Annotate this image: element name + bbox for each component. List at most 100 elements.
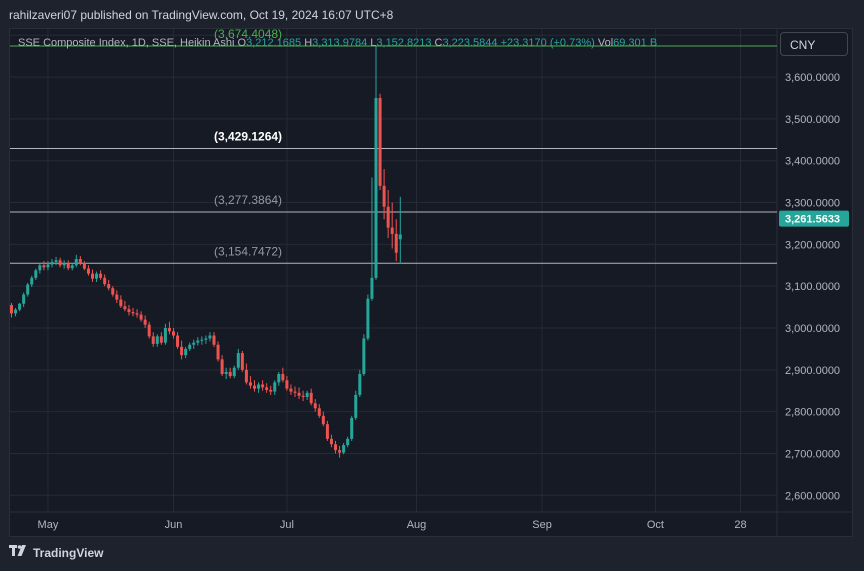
chart-pane[interactable]: 2,600.0000 2,700.0000 2,800.0000 2,900.0000…: [9, 28, 853, 537]
candle-body: [309, 392, 313, 404]
candle-body: [46, 264, 50, 268]
candle-body: [398, 234, 402, 240]
candle-body: [163, 328, 167, 343]
candle-body: [62, 263, 66, 266]
candle-body: [66, 263, 70, 269]
candle-body: [378, 98, 382, 186]
close-label: C: [434, 37, 443, 49]
footer-brand: TradingView: [9, 545, 103, 560]
x-tick-label: Jul: [280, 519, 294, 531]
level-label: (3,429.1264): [214, 130, 282, 144]
candle-body: [386, 206, 390, 228]
candle-body: [196, 340, 200, 343]
candle-body: [26, 284, 30, 295]
candle-body: [119, 299, 123, 307]
candle-body: [78, 259, 82, 264]
candle-body: [123, 306, 127, 310]
publish-header: rahilzaveri07 published on TradingView.c…: [0, 0, 864, 28]
level-label: (3,277.3864): [214, 193, 282, 207]
candle-body: [176, 335, 180, 347]
candle-body: [394, 233, 398, 253]
y-tick-label: 3,000.0000: [785, 323, 840, 335]
current-price-label: 3,261.5633: [785, 214, 840, 226]
candle-body: [70, 265, 74, 269]
candle-body: [338, 450, 342, 453]
candle-body: [273, 382, 277, 392]
x-tick-label: 28: [734, 519, 746, 531]
chart-svg[interactable]: 2,600.0000 2,700.0000 2,800.0000 2,900.0000…: [10, 29, 852, 536]
candle-body: [99, 273, 103, 278]
candle-body: [34, 270, 38, 278]
candle-body: [131, 312, 135, 314]
candle-body: [285, 380, 289, 389]
candle-body: [253, 385, 256, 389]
candle-body: [232, 367, 236, 377]
candle-body: [143, 319, 147, 325]
candle-body: [172, 331, 175, 336]
candle-body: [54, 260, 58, 262]
candle-body: [301, 395, 305, 397]
current-price-marker: [779, 210, 849, 227]
candle-body: [228, 371, 232, 377]
close-value: 3,223.5844: [442, 37, 498, 49]
y-tick-label: 3,400.0000: [785, 156, 840, 168]
candle-body: [42, 265, 46, 268]
candle-body: [82, 263, 86, 269]
candle-body: [346, 438, 350, 446]
candle-body: [269, 389, 273, 392]
candle-body: [374, 98, 378, 278]
candle-body: [265, 387, 269, 390]
currency-button[interactable]: CNY: [780, 32, 848, 56]
y-tick-label: 2,700.0000: [785, 448, 840, 460]
candle-body: [10, 305, 13, 314]
candle-body: [127, 309, 131, 313]
candle-body: [390, 227, 394, 234]
candle-body: [305, 392, 309, 397]
candle-body: [103, 277, 107, 285]
candle-body: [74, 259, 78, 266]
candle-body: [329, 438, 333, 445]
candle-body: [14, 309, 18, 314]
candle-body: [159, 336, 163, 343]
candle-body: [317, 408, 321, 416]
candle-body: [192, 342, 196, 345]
candle-body: [22, 294, 26, 304]
candle-body: [139, 314, 143, 320]
candle-body: [257, 384, 261, 389]
candle-body: [248, 382, 252, 386]
y-tick-label: 2,600.0000: [785, 490, 840, 502]
y-tick-label: 2,900.0000: [785, 365, 840, 377]
candle-body: [281, 374, 285, 381]
y-tick-label: 3,100.0000: [785, 281, 840, 293]
candle-body: [212, 335, 216, 345]
candle-body: [240, 353, 244, 370]
symbol-name: SSE Composite Index, 1D, SSE, Heikin Ash…: [18, 37, 235, 49]
candle-body: [167, 328, 171, 332]
candle-body: [358, 374, 362, 395]
x-tick-label: Sep: [532, 519, 552, 531]
open-value: 3,212.1685: [246, 37, 302, 49]
y-tick-label: 2,800.0000: [785, 407, 840, 419]
candle-body: [107, 284, 111, 289]
candle-body: [95, 273, 99, 279]
candle-body: [50, 261, 54, 265]
y-tick-label: 3,600.0000: [785, 72, 840, 84]
candle-body: [30, 277, 34, 285]
footer-brand-name: TradingView: [33, 545, 104, 560]
candle-body: [277, 374, 281, 383]
candle-body: [244, 369, 248, 383]
candle-body: [58, 260, 62, 266]
high-value: 3,313.9784: [312, 37, 368, 49]
candle-body: [188, 344, 192, 349]
low-label: L: [370, 37, 377, 49]
candle-body: [342, 445, 346, 453]
candle-body: [147, 324, 151, 337]
candle-body: [354, 394, 358, 418]
candle-body: [236, 353, 240, 368]
candle-body: [382, 185, 386, 207]
candle-body: [208, 335, 212, 339]
x-tick-label: May: [38, 519, 59, 531]
candle-body: [313, 403, 317, 409]
candle-body: [135, 313, 139, 315]
candle-body: [204, 338, 208, 340]
